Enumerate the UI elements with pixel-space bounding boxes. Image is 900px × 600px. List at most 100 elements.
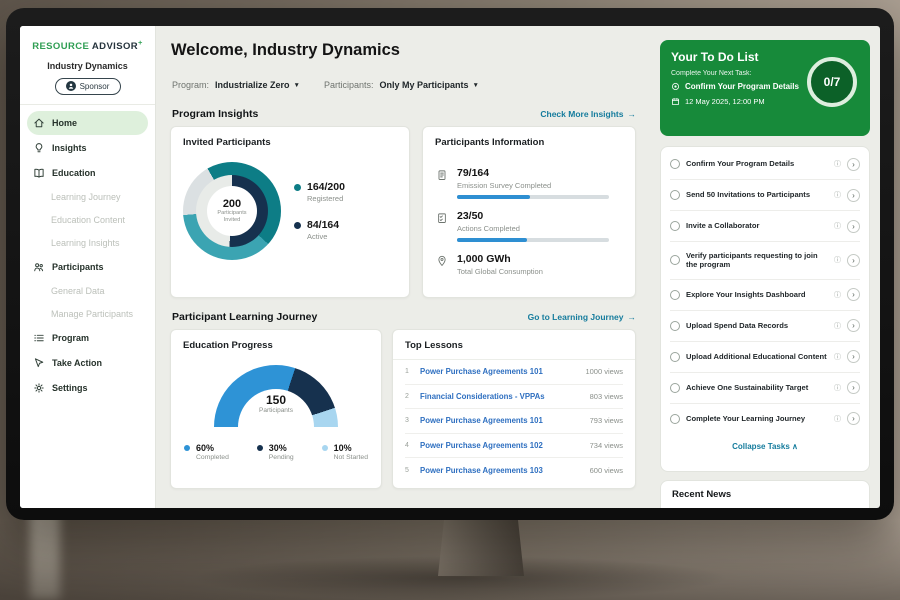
info-icon[interactable]: ⓘ <box>834 255 841 265</box>
sidebar-item-learning-journey[interactable]: Learning Journey <box>27 186 148 208</box>
invited-donut-center: 200 Participants Invited <box>207 186 257 236</box>
chevron-right-icon[interactable]: › <box>847 220 860 233</box>
global-consumption-value: 1,000 GWh <box>457 253 543 265</box>
sponsor-badge[interactable]: Sponsor <box>55 78 121 95</box>
lesson-row: 3 Power Purchase Agreements 101 793 view… <box>405 409 623 434</box>
task-checkbox[interactable] <box>670 352 680 362</box>
sidebar-nav: Home Insights Education Learning Journey… <box>20 111 155 400</box>
task-row[interactable]: Confirm Your Program Details ⓘ › <box>670 149 860 180</box>
participants-filter-label: Participants: <box>324 80 374 90</box>
sidebar-item-program[interactable]: Program <box>27 326 148 350</box>
location-pin-icon <box>435 253 448 276</box>
chevron-right-icon[interactable]: › <box>847 350 860 363</box>
todo-next-task[interactable]: Confirm Your Program Details <box>671 82 801 91</box>
arrow-right-icon: → <box>628 109 637 119</box>
chevron-right-icon[interactable]: › <box>847 288 860 301</box>
sidebar-item-settings[interactable]: Settings <box>27 376 148 400</box>
check-more-insights-link[interactable]: Check More Insights → <box>540 109 636 119</box>
sidebar-item-label: Take Action <box>52 358 102 368</box>
lesson-link[interactable]: Power Purchase Agreements 102 <box>420 441 582 450</box>
task-row[interactable]: Invite a Collaborator ⓘ › <box>670 211 860 242</box>
lesson-views: 600 views <box>590 466 623 475</box>
education-legend: 60% Completed 30% Pending 10% Not Star <box>171 427 381 461</box>
lesson-link[interactable]: Financial Considerations - VPPAs <box>420 392 582 401</box>
org-name: Industry Dynamics <box>20 61 155 71</box>
program-filter-label: Program: <box>172 80 209 90</box>
task-checkbox[interactable] <box>670 383 680 393</box>
task-label: Send 50 Invitations to Participants <box>686 190 828 200</box>
invited-card-title: Invited Participants <box>171 127 409 154</box>
info-progress-fill <box>457 238 527 242</box>
task-checkbox[interactable] <box>670 255 680 265</box>
collapse-tasks-link[interactable]: Collapse Tasks ∧ <box>670 434 860 451</box>
task-row[interactable]: Achieve One Sustainability Target ⓘ › <box>670 373 860 404</box>
chevron-right-icon[interactable]: › <box>847 158 860 171</box>
todo-progress-count: 0/7 <box>824 75 841 89</box>
lesson-link[interactable]: Power Purchase Agreements 101 <box>420 416 582 425</box>
main-content: Welcome, Industry Dynamics Program: Indu… <box>156 26 652 508</box>
actions-completed-row: 23/50 Actions Completed <box>435 210 623 242</box>
lesson-row: 2 Financial Considerations - VPPAs 803 v… <box>405 385 623 410</box>
logo-plus: + <box>138 38 143 47</box>
info-icon[interactable]: ⓘ <box>834 383 841 393</box>
pending-label: Pending <box>269 454 294 461</box>
active-label: Active <box>307 232 339 241</box>
lesson-link[interactable]: Power Purchase Agreements 103 <box>420 466 582 475</box>
sidebar-item-take-action[interactable]: Take Action <box>27 351 148 375</box>
chevron-right-icon[interactable]: › <box>847 381 860 394</box>
task-checkbox[interactable] <box>670 190 680 200</box>
collapse-tasks-label: Collapse Tasks <box>732 442 790 451</box>
chevron-up-icon: ∧ <box>792 442 798 451</box>
info-icon[interactable]: ⓘ <box>834 159 841 169</box>
task-checkbox[interactable] <box>670 290 680 300</box>
education-progress-card: Education Progress 150 Participants 60% … <box>170 329 382 489</box>
filter-bar: Program: Industrialize Zero ▼ Participan… <box>172 80 479 90</box>
invited-legend: 164/200 Registered 84/164 Active <box>294 181 345 241</box>
sidebar-item-insights[interactable]: Insights <box>27 136 148 160</box>
sidebar-item-home[interactable]: Home <box>27 111 148 135</box>
lesson-rank: 4 <box>405 442 412 449</box>
info-icon[interactable]: ⓘ <box>834 290 841 300</box>
task-row[interactable]: Verify participants requesting to join t… <box>670 242 860 280</box>
task-row[interactable]: Upload Spend Data Records ⓘ › <box>670 311 860 342</box>
task-row[interactable]: Upload Additional Educational Content ⓘ … <box>670 342 860 373</box>
actions-completed-value: 23/50 <box>457 210 609 222</box>
sidebar-item-participants[interactable]: Participants <box>27 255 148 279</box>
sidebar-item-learning-insights[interactable]: Learning Insights <box>27 232 148 254</box>
task-row[interactable]: Send 50 Invitations to Participants ⓘ › <box>670 180 860 211</box>
info-icon[interactable]: ⓘ <box>834 321 841 331</box>
chevron-right-icon[interactable]: › <box>847 412 860 425</box>
task-row[interactable]: Complete Your Learning Journey ⓘ › <box>670 404 860 434</box>
participants-filter-dropdown[interactable]: Only My Participants ▼ <box>380 80 479 90</box>
lesson-rank: 3 <box>405 417 412 424</box>
participants-filter-value: Only My Participants <box>380 80 469 90</box>
task-checkbox[interactable] <box>670 414 680 424</box>
info-icon[interactable]: ⓘ <box>834 221 841 231</box>
task-checkbox[interactable] <box>670 159 680 169</box>
global-consumption-label: Total Global Consumption <box>457 267 543 276</box>
gauge-legend-dot <box>322 445 328 451</box>
chevron-right-icon[interactable]: › <box>847 189 860 202</box>
info-icon[interactable]: ⓘ <box>834 414 841 424</box>
go-to-learning-journey-link[interactable]: Go to Learning Journey → <box>528 312 636 322</box>
invited-donut-ring-outer: 200 Participants Invited <box>183 162 281 260</box>
info-icon[interactable]: ⓘ <box>834 190 841 200</box>
monitor-bezel: RESOURCE ADVISOR+ Industry Dynamics Spon… <box>6 8 894 520</box>
task-checkbox[interactable] <box>670 321 680 331</box>
list-icon <box>33 332 45 344</box>
chevron-right-icon[interactable]: › <box>847 319 860 332</box>
chevron-right-icon[interactable]: › <box>847 254 860 267</box>
info-icon[interactable]: ⓘ <box>834 352 841 362</box>
sidebar-item-education-content[interactable]: Education Content <box>27 209 148 231</box>
program-filter-dropdown[interactable]: Industrialize Zero ▼ <box>215 80 300 90</box>
lesson-link[interactable]: Power Purchase Agreements 101 <box>420 367 577 376</box>
app-logo: RESOURCE ADVISOR+ <box>20 38 155 52</box>
lesson-views: 734 views <box>590 441 623 450</box>
legend-item-completed: 60% Completed <box>184 443 229 461</box>
sidebar-item-label: Education <box>52 168 96 178</box>
sidebar-item-manage-participants[interactable]: Manage Participants <box>27 303 148 325</box>
task-row[interactable]: Explore Your Insights Dashboard ⓘ › <box>670 280 860 311</box>
sidebar-item-general-data[interactable]: General Data <box>27 280 148 302</box>
task-checkbox[interactable] <box>670 221 680 231</box>
sidebar-item-education[interactable]: Education <box>27 161 148 185</box>
